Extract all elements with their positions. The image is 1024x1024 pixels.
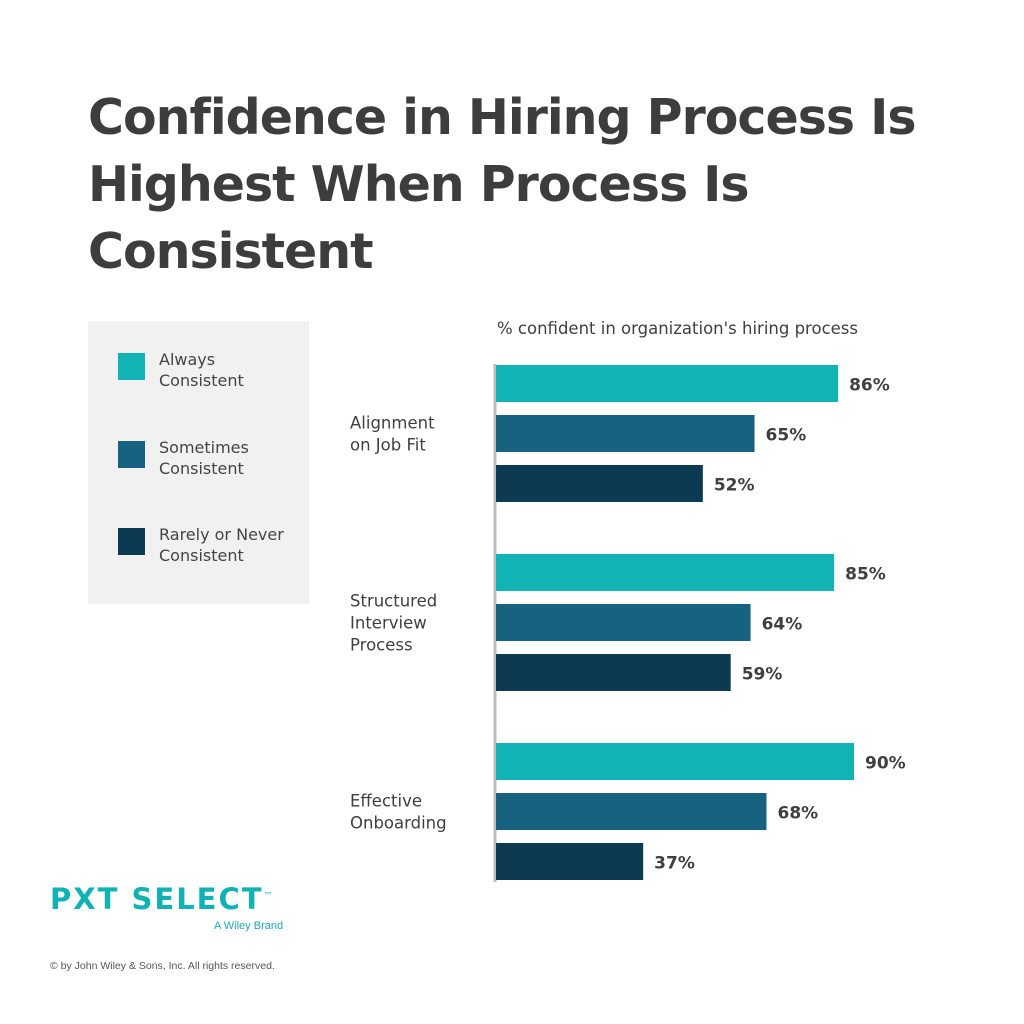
- chart-subtitle: % confident in organization's hiring pro…: [497, 319, 858, 338]
- data-label: 52%: [714, 476, 755, 496]
- logo-tagline: A Wiley Brand: [214, 920, 284, 932]
- legend: Always Consistent Sometimes Consistent R…: [88, 321, 309, 604]
- bar: [496, 843, 644, 880]
- legend-label-rarely: Rarely or Never Consistent: [159, 525, 284, 565]
- bar: [496, 365, 839, 402]
- data-label: 65%: [766, 426, 807, 446]
- chart-title: Confidence in Hiring Process Is Highest …: [88, 89, 916, 280]
- legend-label-sometimes: Sometimes Consistent: [159, 438, 249, 478]
- data-label: 59%: [742, 665, 783, 685]
- legend-item-sometimes: Sometimes Consistent: [118, 438, 249, 479]
- legend-swatch-rarely: [118, 528, 145, 555]
- category-label: Effective Onboarding: [350, 792, 447, 833]
- data-label: 68%: [777, 804, 818, 824]
- bar: [496, 465, 703, 502]
- legend-label-always: Always Consistent: [159, 350, 244, 390]
- logo-wordmark: PXT SELECT™: [50, 882, 273, 916]
- legend-swatch-always: [118, 353, 145, 380]
- data-label: 85%: [845, 565, 886, 585]
- data-label: 64%: [762, 615, 803, 635]
- pxt-select-logo: PXT SELECT™ A Wiley Brand: [50, 882, 310, 938]
- logo-brand: PXT SELECT: [50, 882, 264, 916]
- bar: [496, 604, 751, 641]
- bar: [496, 743, 854, 780]
- data-label: 90%: [865, 754, 906, 774]
- logo-trademark: ™: [263, 891, 273, 902]
- copyright: © by John Wiley & Sons, Inc. All rights …: [50, 960, 275, 972]
- legend-swatch-sometimes: [118, 441, 145, 468]
- bar: [496, 415, 755, 452]
- legend-item-rarely: Rarely or Never Consistent: [118, 525, 284, 566]
- category-label: Structured Interview Process: [350, 592, 437, 655]
- bar: [496, 793, 767, 830]
- data-label: 86%: [849, 376, 890, 396]
- category-label: Alignment on Job Fit: [350, 414, 435, 455]
- legend-item-always: Always Consistent: [118, 350, 244, 391]
- bar: [496, 654, 731, 691]
- bar: [496, 554, 835, 591]
- data-label: 37%: [654, 854, 695, 874]
